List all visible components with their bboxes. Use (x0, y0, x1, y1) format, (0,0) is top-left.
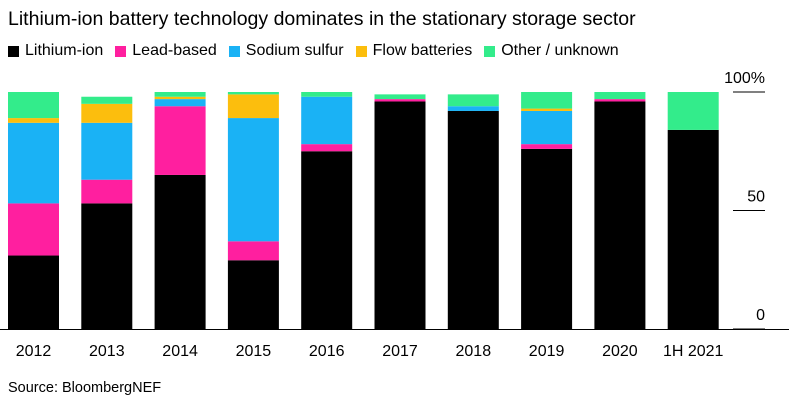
bar-segment (447, 110, 499, 330)
y-tick-label: 100% (724, 70, 765, 87)
x-tick-label: 2019 (529, 343, 565, 360)
legend: Lithium-ion Lead-based Sodium sulfur Flow b… (8, 42, 631, 60)
bar-segment (301, 144, 353, 152)
bar-segment (154, 96, 206, 100)
x-tick-label: 2014 (162, 343, 198, 360)
bar-segment (227, 260, 279, 329)
bar-segment (81, 103, 133, 123)
bar-segment (594, 92, 646, 100)
chart-title: Lithium-ion battery technology dominates… (8, 8, 636, 30)
legend-swatch (115, 45, 127, 57)
legend-label: Flow batteries (372, 42, 473, 59)
bar-segment (374, 94, 426, 100)
x-tick-label: 2013 (89, 343, 125, 360)
bar-segment (374, 101, 426, 329)
bar-segment (521, 144, 573, 149)
legend-item: Lithium-ion (8, 42, 103, 60)
bar-segment (667, 129, 719, 329)
bar-segment (521, 108, 573, 111)
bar-segment (154, 99, 206, 107)
bar-segment (521, 110, 573, 145)
bar-segment (154, 174, 206, 329)
x-tick-label: 2018 (456, 343, 492, 360)
bar-segment (8, 203, 59, 256)
bar-segment (227, 92, 279, 95)
legend-swatch (355, 45, 367, 57)
legend-label: Lithium-ion (25, 42, 104, 59)
legend-swatch (228, 45, 240, 57)
x-tick-label: 2012 (16, 343, 52, 360)
legend-label: Lead-based (132, 42, 217, 59)
bar-segment (447, 106, 499, 111)
bar-segment (8, 92, 59, 119)
bar-segment (81, 179, 133, 204)
bar-segment (8, 122, 59, 204)
legend-item: Sodium sulfur (228, 42, 344, 60)
bar-segment (447, 94, 499, 107)
bar-segment (81, 96, 133, 104)
bar-segment (154, 106, 206, 175)
bar-segment (227, 118, 279, 242)
x-tick-label: 2017 (382, 343, 418, 360)
legend-swatch (8, 45, 19, 57)
source-note: Source: BloombergNEF (8, 380, 162, 396)
bar-segment (81, 122, 133, 180)
bar-segment (154, 92, 206, 97)
x-tick-label: 2015 (236, 343, 272, 360)
legend-label: Other / unknown (501, 42, 619, 59)
y-tick-label: 0 (756, 307, 765, 324)
legend-label: Sodium sulfur (245, 42, 344, 59)
bar-segment (374, 99, 426, 102)
x-tick-label: 2020 (602, 343, 638, 360)
legend-item: Other / unknown (484, 42, 619, 60)
bar-segment (227, 94, 279, 119)
bar-segment (227, 241, 279, 261)
legend-item: Lead-based (115, 42, 217, 60)
x-tick-label: 2016 (309, 343, 345, 360)
x-tick-label: 1H 2021 (663, 343, 724, 360)
bar-segment (8, 255, 59, 329)
bar-segment (301, 96, 353, 145)
bar-segment (521, 148, 573, 329)
legend-item: Flow batteries (355, 42, 473, 60)
bar-segment (8, 118, 59, 123)
y-tick-label: 50 (747, 189, 765, 206)
bar-segment (594, 99, 646, 102)
bar-segment (301, 92, 353, 97)
bar-segment (301, 151, 353, 329)
legend-swatch (484, 45, 496, 57)
bar-segment (81, 203, 133, 329)
bar-segment (521, 92, 573, 109)
bar-segment (667, 92, 719, 130)
bar-segment (594, 101, 646, 329)
